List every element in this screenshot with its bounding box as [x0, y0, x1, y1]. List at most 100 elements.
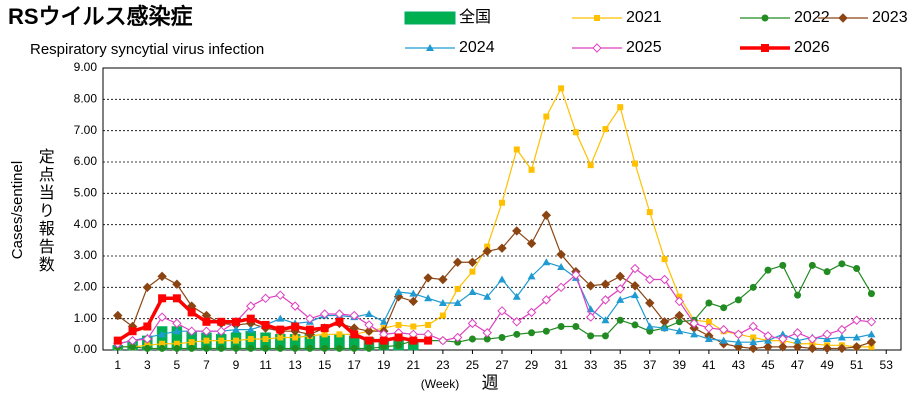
- point: [128, 327, 137, 336]
- point: [497, 243, 507, 253]
- point: [823, 268, 831, 276]
- x-tick-label: 1: [114, 358, 121, 372]
- point: [276, 344, 284, 352]
- point: [585, 312, 596, 322]
- point: [452, 257, 463, 267]
- point: [512, 317, 522, 327]
- point: [542, 327, 550, 335]
- point: [851, 315, 862, 325]
- point: [587, 162, 594, 169]
- point: [543, 113, 550, 120]
- point: [187, 308, 196, 317]
- x-tick-label: 19: [377, 358, 391, 372]
- point: [409, 336, 418, 345]
- point: [526, 307, 537, 318]
- point: [483, 335, 491, 343]
- y-tick-label: 1.00: [74, 311, 98, 325]
- x-tick-label: 11: [259, 358, 272, 372]
- point: [379, 336, 388, 345]
- point: [483, 292, 492, 300]
- point: [127, 335, 138, 346]
- point: [733, 329, 744, 340]
- x-tick-label: 27: [495, 358, 509, 372]
- point: [793, 336, 802, 344]
- point: [408, 296, 419, 307]
- point: [615, 284, 625, 294]
- point: [438, 274, 448, 285]
- point: [276, 325, 285, 334]
- point: [247, 344, 255, 352]
- point: [734, 338, 743, 346]
- point: [571, 270, 581, 280]
- point: [778, 342, 788, 352]
- point: [674, 310, 685, 321]
- point: [320, 324, 329, 333]
- point: [482, 246, 492, 257]
- point: [467, 318, 478, 329]
- legend-label: 全国: [459, 8, 491, 26]
- point: [749, 338, 758, 346]
- point: [720, 304, 728, 312]
- point: [512, 292, 521, 300]
- legend-label: 2024: [459, 39, 495, 56]
- point: [424, 294, 433, 302]
- x-tick-label: 51: [850, 358, 864, 372]
- point: [410, 323, 417, 330]
- point: [380, 343, 388, 351]
- point: [113, 310, 123, 321]
- legend-label: 2025: [626, 39, 662, 56]
- point: [631, 321, 639, 329]
- point: [395, 321, 402, 328]
- point: [705, 318, 712, 325]
- point: [602, 126, 609, 133]
- point: [394, 333, 403, 342]
- x-tick-label: 39: [673, 358, 687, 372]
- point: [541, 210, 552, 220]
- point: [601, 332, 609, 340]
- point: [321, 344, 329, 352]
- point: [439, 312, 446, 319]
- point: [172, 318, 182, 329]
- point: [660, 324, 669, 332]
- point: [528, 329, 536, 337]
- point: [617, 104, 624, 111]
- chart-subtitle: Respiratory syncytial virus infection: [30, 41, 264, 58]
- y-tick-label: 3.00: [74, 248, 98, 262]
- point: [425, 321, 432, 328]
- x-tick-label: 25: [466, 358, 480, 372]
- point: [453, 299, 462, 306]
- point: [704, 323, 714, 333]
- point: [645, 274, 655, 285]
- point: [467, 257, 478, 267]
- x-tick-label: 29: [525, 358, 539, 372]
- point: [748, 343, 758, 354]
- point: [469, 268, 476, 275]
- point: [792, 342, 803, 352]
- series-line: [117, 261, 872, 345]
- y-axis-label-jp: 定点当り報告数: [36, 148, 55, 274]
- point: [646, 209, 653, 216]
- point: [129, 343, 137, 351]
- point: [779, 261, 787, 269]
- point: [764, 266, 772, 274]
- point: [173, 344, 181, 352]
- point: [749, 283, 757, 291]
- x-tick-label: 23: [436, 358, 450, 372]
- y-axis-label: Cases/sentinel: [9, 161, 26, 259]
- point: [217, 344, 225, 352]
- point: [513, 146, 520, 153]
- point: [866, 317, 877, 327]
- x-tick-label: 53: [880, 358, 894, 372]
- point: [232, 317, 240, 326]
- x-tick-label: 7: [203, 358, 210, 372]
- series-line: [117, 213, 872, 350]
- point: [601, 316, 610, 324]
- point: [158, 330, 167, 338]
- point: [261, 320, 270, 329]
- y-tick-label: 0.00: [74, 342, 98, 356]
- point: [364, 320, 374, 330]
- point: [350, 330, 359, 339]
- point: [822, 329, 832, 340]
- point: [365, 336, 373, 345]
